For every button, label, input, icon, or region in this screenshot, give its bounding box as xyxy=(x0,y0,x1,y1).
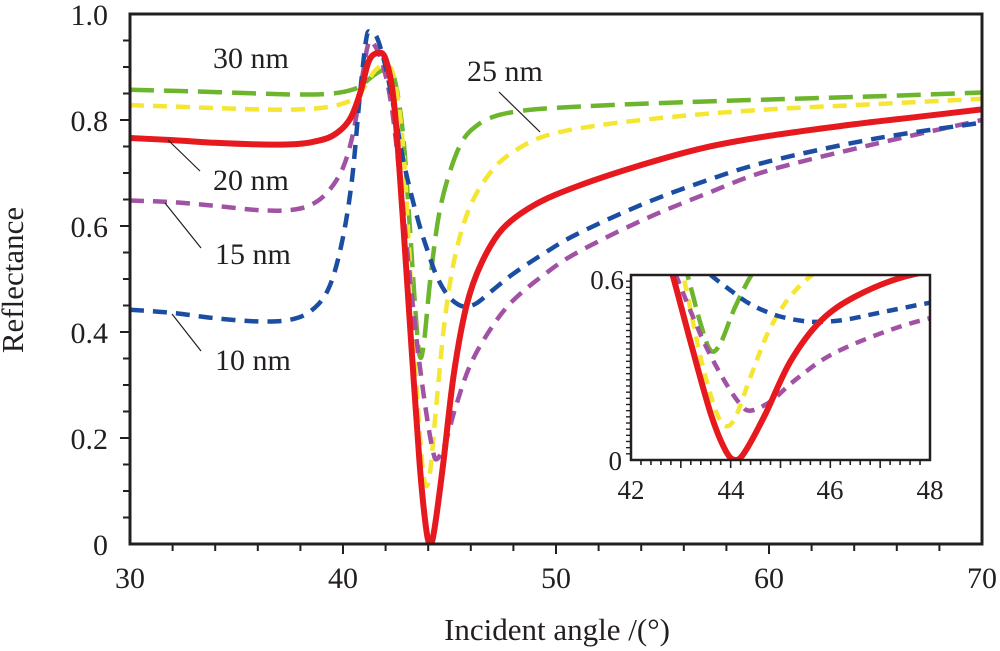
annotations: 30 nm 25 nm 20 nm 15 nm 10 nm xyxy=(164,42,543,377)
series-line-10nm xyxy=(130,29,982,324)
leader-line-25nm xyxy=(498,91,541,133)
inset-x-tick-label: 48 xyxy=(917,475,944,505)
label-30nm: 30 nm xyxy=(213,42,289,75)
leader-line-20nm xyxy=(167,139,201,172)
x-tick-label: 30 xyxy=(115,562,145,595)
y-tick-label: 1.0 xyxy=(71,0,109,32)
series-line-20nm xyxy=(130,49,982,544)
leader-line-15nm xyxy=(164,202,202,249)
y-axis-title: Reflectance xyxy=(0,207,30,353)
inset-series-line-10nm xyxy=(707,275,930,325)
inset-axis-ticks xyxy=(626,280,921,468)
inset-x-tick-label: 46 xyxy=(817,475,844,505)
inset-background xyxy=(631,275,930,460)
label-25nm: 25 nm xyxy=(467,55,543,88)
inset-y-tick-label: 0.6 xyxy=(590,265,624,295)
main-plot-series xyxy=(130,29,982,544)
main-axis-ticks xyxy=(120,39,941,554)
x-tick-label: 60 xyxy=(754,562,784,595)
series-line-30nm xyxy=(130,67,982,361)
y-tick-label: 0.4 xyxy=(71,317,109,350)
inset-x-tick-label: 42 xyxy=(618,475,645,505)
label-20nm: 20 nm xyxy=(213,164,289,197)
inset-y-tick-label: 0 xyxy=(609,446,623,476)
y-tick-label: 0.2 xyxy=(71,423,109,456)
y-tick-label: 0.8 xyxy=(71,105,109,138)
series-line-15nm xyxy=(130,38,982,462)
x-tick-label: 50 xyxy=(541,562,571,595)
label-10nm: 10 nm xyxy=(215,344,291,377)
inset-series-line-15nm xyxy=(673,275,930,413)
series-line-25nm xyxy=(130,62,982,489)
y-tick-label: 0 xyxy=(93,529,108,562)
x-tick-label: 40 xyxy=(328,562,358,595)
inset-series-line-25nm xyxy=(680,275,816,429)
inset-x-tick-label: 44 xyxy=(718,475,746,505)
x-tick-label: 70 xyxy=(967,562,997,595)
y-tick-label: 0.6 xyxy=(71,211,109,244)
label-15nm: 15 nm xyxy=(215,238,291,271)
x-axis-title: Incident angle /(°) xyxy=(444,612,670,647)
leader-line-10nm xyxy=(171,313,202,352)
